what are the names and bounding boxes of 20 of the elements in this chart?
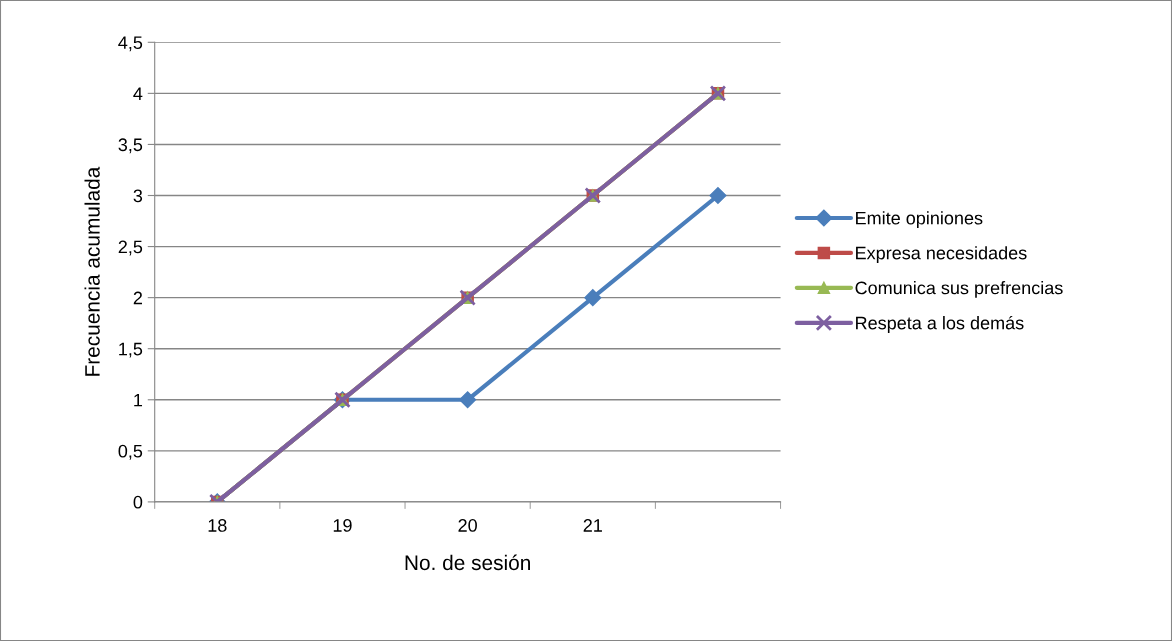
legend-label: Expresa necesidades	[856, 246, 1027, 263]
y-tick-label: 1,5	[119, 342, 143, 358]
y-tick-label: 4,5	[118, 36, 143, 52]
legend-label: Comunica sus prefrencias	[855, 281, 1063, 298]
y-tick-label: 0	[133, 495, 143, 509]
y-tick-label: 3	[133, 189, 143, 203]
legend-label: Respeta a los demás	[856, 315, 1024, 333]
x-axis-title: No. de sesión	[405, 554, 530, 571]
y-tick-label: 4	[133, 87, 143, 100]
x-tick-label: 18	[208, 519, 227, 532]
y-tick-label: 3,5	[118, 138, 143, 154]
y-axis-title: Frecuencia acumulada	[84, 166, 100, 376]
y-tick-label: 2,5	[118, 240, 143, 256]
y-tick-label: 0,5	[118, 444, 143, 460]
x-tick-label: 21	[583, 519, 602, 532]
x-tick-label: 19	[333, 519, 352, 532]
y-tick-label: 1	[134, 393, 143, 407]
x-tick-label: 20	[458, 519, 477, 532]
y-tick-label: 2	[133, 291, 142, 305]
legend-label: Emite opiniones	[856, 211, 983, 229]
